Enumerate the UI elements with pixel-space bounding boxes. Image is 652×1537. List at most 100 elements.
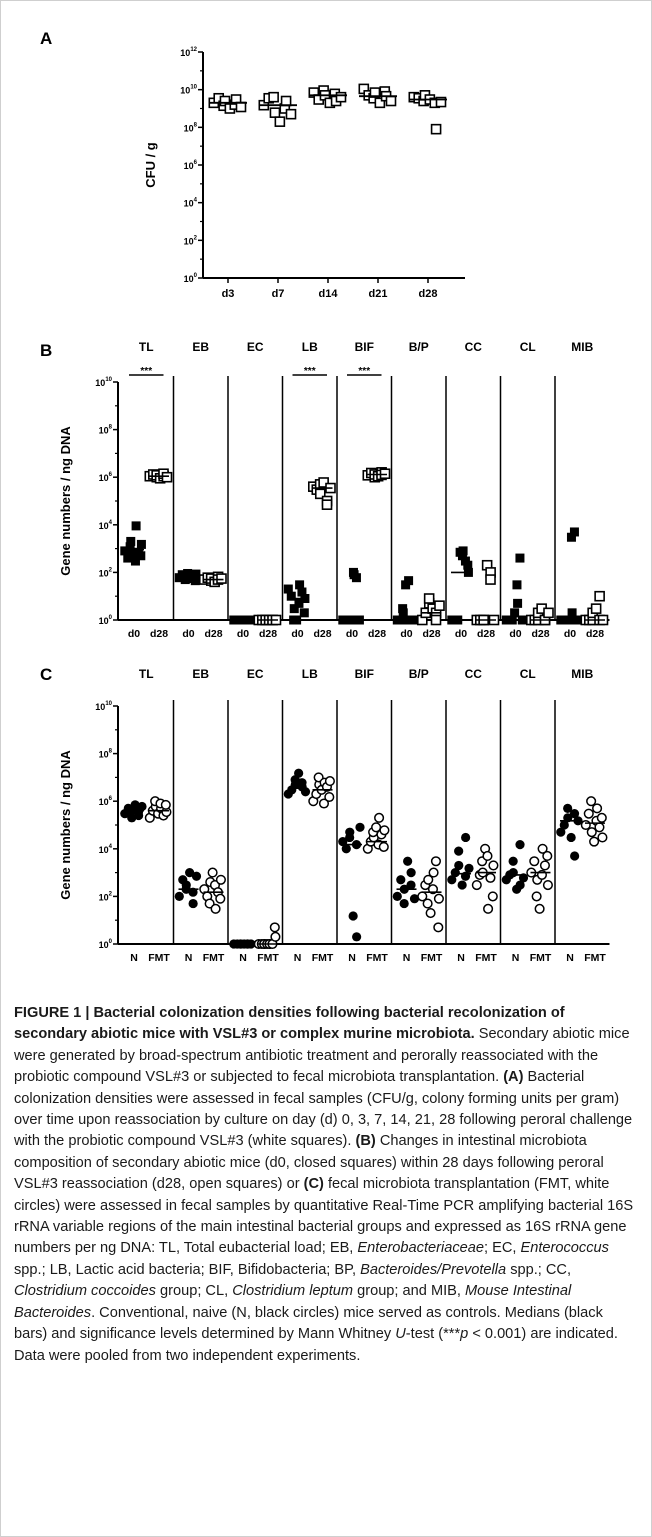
data-point: [292, 615, 302, 625]
data-point: [130, 556, 140, 566]
x-tick-label: d28: [586, 628, 604, 640]
caption-taxon: Bacteroides/Prevotella: [360, 1261, 507, 1278]
data-point: [508, 856, 518, 866]
data-point: [427, 884, 439, 895]
data-point: [318, 798, 330, 809]
data-point: [285, 108, 297, 120]
data-point: [136, 539, 146, 549]
x-tick-label: d0: [291, 628, 303, 640]
data-point: [348, 567, 358, 577]
caption-title: FIGURE 1 | Bacterial colonization densit…: [14, 1005, 565, 1043]
group-label: EB: [192, 340, 209, 354]
data-point: [280, 95, 292, 107]
x-tick-label: d0: [346, 628, 358, 640]
data-point: [215, 893, 226, 904]
x-tick-label: N: [512, 952, 520, 964]
x-tick-label: d28: [150, 628, 168, 640]
x-tick-label: d0: [455, 628, 467, 640]
x-tick-label: FMT: [475, 952, 497, 964]
group-label: CL: [520, 340, 536, 354]
data-point: [487, 891, 498, 902]
data-point: [430, 614, 442, 626]
data-point: [586, 827, 597, 838]
data-point: [396, 875, 406, 885]
y-tick-label: 106: [99, 796, 113, 807]
data-point: [215, 874, 226, 885]
x-tick-label: d28: [422, 628, 440, 640]
x-tick-label: d0: [128, 628, 140, 640]
data-point: [160, 799, 171, 810]
data-point: [434, 600, 445, 611]
x-tick-label: d14: [319, 288, 339, 300]
x-tick-label: d28: [477, 628, 495, 640]
data-point: [542, 850, 553, 862]
data-point: [435, 96, 447, 108]
data-point: [425, 907, 436, 919]
y-tick-label: 104: [99, 844, 113, 855]
data-point: [430, 123, 442, 135]
data-point: [461, 832, 471, 843]
data-point: [570, 851, 580, 861]
data-point: [191, 871, 202, 881]
data-point: [482, 850, 493, 862]
data-point: [457, 880, 467, 890]
data-point: [510, 608, 520, 618]
group-label: CL: [520, 667, 536, 681]
data-point: [483, 903, 494, 914]
group-label: LB: [302, 340, 318, 354]
group-label: BIF: [355, 340, 374, 354]
data-point: [403, 856, 413, 866]
data-point: [324, 776, 335, 787]
data-point: [268, 91, 279, 103]
data-point: [556, 827, 566, 837]
data-point: [508, 868, 518, 878]
data-point: [592, 803, 603, 814]
group-label: EB: [192, 667, 209, 681]
group-label: TL: [139, 340, 154, 354]
data-point: [428, 867, 439, 878]
y-axis-label: CFU / g: [143, 142, 158, 188]
data-point: [447, 875, 457, 885]
caption-text: fecal microbiota transplantation (FMT, w…: [14, 1176, 634, 1257]
data-point: [563, 803, 573, 813]
data-point: [569, 809, 580, 819]
y-tick-label: 104: [184, 198, 198, 209]
data-point: [512, 580, 522, 590]
group-label: LB: [302, 667, 318, 681]
data-point: [590, 603, 602, 614]
caption-taxon: Clostridium coccoides: [14, 1283, 156, 1300]
data-point: [348, 911, 358, 921]
data-point: [351, 573, 361, 583]
x-tick-label: d28: [531, 628, 549, 640]
data-point: [454, 860, 464, 871]
data-point: [433, 922, 444, 933]
y-tick-label: 1012: [180, 47, 197, 58]
data-point: [458, 546, 468, 556]
data-point: [216, 573, 227, 584]
y-tick-label: 108: [184, 122, 198, 133]
group-label: EC: [247, 340, 264, 354]
panel-label-a: A: [40, 29, 52, 48]
y-tick-label: 106: [184, 160, 198, 171]
x-tick-label: d3: [222, 288, 235, 300]
x-tick-label: FMT: [257, 952, 279, 964]
data-point: [191, 569, 201, 579]
figure-caption: FIGURE 1 | Bacterial colonization densit…: [14, 1003, 640, 1367]
caption-taxon: Clostridium leptum: [232, 1283, 354, 1300]
data-point: [185, 868, 195, 878]
data-point: [341, 844, 351, 854]
x-tick-label: FMT: [584, 952, 606, 964]
data-point: [543, 607, 554, 619]
data-point: [406, 880, 416, 890]
data-point: [297, 778, 307, 788]
x-tick-label: FMT: [421, 952, 443, 964]
data-point: [583, 808, 594, 819]
panel-a-chart: A 100 102 104 106 108 1010 1012 CFU / g d3 d7 d14 d2…: [40, 29, 465, 300]
data-point: [422, 898, 433, 909]
y-tick-label: 100: [99, 615, 113, 626]
data-point: [136, 551, 146, 561]
y-axis-label: Gene numbers / ng DNA: [58, 750, 73, 900]
data-point: [586, 796, 597, 807]
x-tick-label: N: [403, 952, 411, 964]
data-point: [274, 116, 286, 127]
